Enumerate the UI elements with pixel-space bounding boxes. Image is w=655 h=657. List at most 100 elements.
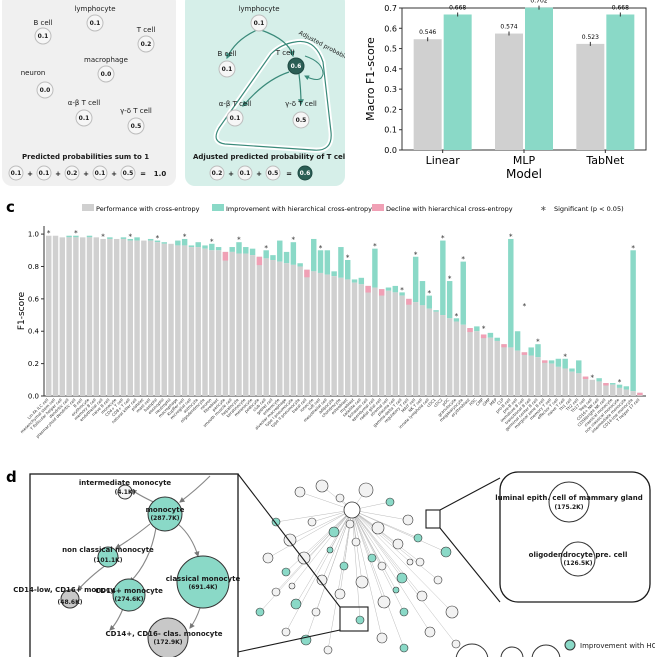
- bar-improvement: [236, 242, 242, 254]
- bar-improvement: [209, 243, 215, 251]
- bar-cross-entropy: [304, 269, 310, 396]
- panel-b-caption: Adjusted predicted probability of T cell: [193, 153, 345, 161]
- bar-cross-entropy: [589, 379, 596, 396]
- panel-b-equation: 0.2 + 0.1 + 0.5 = 0.6: [209, 165, 313, 181]
- network-edge: [321, 509, 353, 581]
- network-node: [271, 517, 281, 527]
- node-gamma-delta-t-cell: γ-δ T cell 0.5: [120, 107, 152, 135]
- network-node: [290, 598, 302, 610]
- network-edge: [351, 509, 423, 597]
- network-edge: [351, 509, 405, 613]
- cell-ontology-network: [255, 479, 461, 655]
- bar-cross-entropy: [385, 290, 392, 396]
- bar-cross-entropy: [324, 274, 331, 396]
- bar-improvement: [535, 344, 541, 358]
- bar-improvement: [514, 331, 521, 351]
- significance-star-icon: ∗: [536, 338, 541, 344]
- significance-star-icon: ∗: [155, 235, 160, 241]
- y-tick-label: 0.2: [28, 360, 39, 368]
- svg-text:0.2: 0.2: [212, 170, 223, 177]
- bar-cross-entropy: [297, 266, 303, 396]
- bar-improvement: [324, 250, 331, 275]
- legend-swatch: [212, 204, 224, 211]
- significance-star-icon: ∗: [617, 379, 622, 385]
- network-edge: [351, 509, 453, 613]
- svg-text:0.5: 0.5: [131, 123, 142, 130]
- y-tick-label: 0.0: [384, 146, 397, 155]
- bar-cross-entropy: [372, 287, 378, 396]
- bar-cross-entropy: [596, 381, 602, 396]
- x-tick-label: MEP: [488, 397, 498, 407]
- panel-d: d intermediate monocyte (4.1K) monocyte …: [6, 468, 655, 657]
- bar-decline: [378, 289, 385, 296]
- significance-star-icon: ∗: [373, 243, 378, 249]
- x-tick-label: cDC1: [426, 397, 437, 408]
- bar-improvement: [215, 247, 222, 251]
- bar-improvement: [161, 242, 167, 244]
- legend-label: Decline with hierarchical cross-entropy: [386, 205, 513, 213]
- bar-cross-entropy: [576, 43, 605, 150]
- bar-cross-entropy: [120, 238, 127, 396]
- bar-improvement: [134, 237, 140, 241]
- significance-star-icon: ∗: [454, 312, 459, 318]
- bar-cross-entropy: [474, 331, 480, 396]
- legend-label: Performance with cross-entropy: [96, 205, 200, 213]
- network-node: [339, 561, 349, 571]
- x-tick-label: B cell: [72, 397, 83, 408]
- zoom-box-left: [339, 606, 369, 632]
- network-node: [396, 572, 408, 584]
- bar-cross-entropy: [290, 264, 297, 396]
- bar-improvement: [460, 261, 466, 325]
- svg-text:monocyte: monocyte: [146, 506, 185, 514]
- bar-improvement: [290, 242, 297, 265]
- svg-text:=: =: [140, 170, 146, 178]
- svg-text:α-β T cell: α-β T cell: [68, 99, 100, 107]
- significance-star-icon: ∗: [210, 238, 215, 244]
- bar-cross-entropy: [154, 242, 161, 396]
- bar-improvement: [399, 292, 405, 296]
- bar-improvement: [107, 237, 113, 239]
- bar-improvement: [426, 295, 432, 309]
- bar-cross-entropy: [215, 250, 222, 396]
- svg-text:(691.4K): (691.4K): [188, 584, 217, 591]
- bar-cross-entropy: [413, 39, 442, 150]
- network-edge: [351, 509, 411, 563]
- svg-text:neuron: neuron: [21, 69, 46, 77]
- bar-cross-entropy: [161, 243, 167, 396]
- bar-improvement: [229, 247, 235, 252]
- network-node: [392, 586, 400, 594]
- svg-text:(172.9K): (172.9K): [153, 639, 182, 646]
- bar-improvement: [616, 384, 623, 388]
- network-edge: [351, 509, 373, 559]
- bar-cross-entropy: [480, 334, 487, 396]
- significance-star-icon: ∗: [264, 244, 269, 250]
- network-edge: [299, 491, 353, 511]
- bar-improvement: [263, 250, 269, 259]
- bar-cross-entropy: [59, 237, 66, 396]
- significance-star-icon: ∗: [441, 235, 446, 241]
- svg-text:0.5: 0.5: [268, 170, 279, 177]
- y-tick-label: 0.6: [384, 24, 397, 33]
- network-node: [345, 519, 355, 529]
- svg-text:0.1: 0.1: [230, 115, 241, 122]
- network-edge: [351, 509, 431, 633]
- bar-decline: [467, 328, 473, 333]
- bar-improvement: [576, 360, 582, 374]
- bar-improvement: [548, 360, 555, 364]
- node-t-cell: T cell 0.6: [275, 49, 305, 75]
- network-node: [416, 590, 428, 602]
- bar-improvement: [494, 337, 500, 341]
- y-tick-label: 0.6: [28, 295, 40, 303]
- bar-cross-entropy: [460, 324, 466, 396]
- bar-improvement: [555, 358, 562, 367]
- value-label: 0.523: [582, 34, 599, 41]
- significance-star-icon: ∗: [427, 290, 432, 296]
- svg-text:0.0: 0.0: [101, 71, 112, 78]
- svg-text:macrophage: macrophage: [84, 56, 128, 64]
- value-label: 0.668: [612, 4, 629, 11]
- svg-text:+: +: [55, 170, 61, 178]
- network-edge: [351, 509, 361, 621]
- network-node: [367, 553, 377, 563]
- bar-improvement: [358, 277, 365, 285]
- significance-star-icon: ∗: [522, 303, 527, 309]
